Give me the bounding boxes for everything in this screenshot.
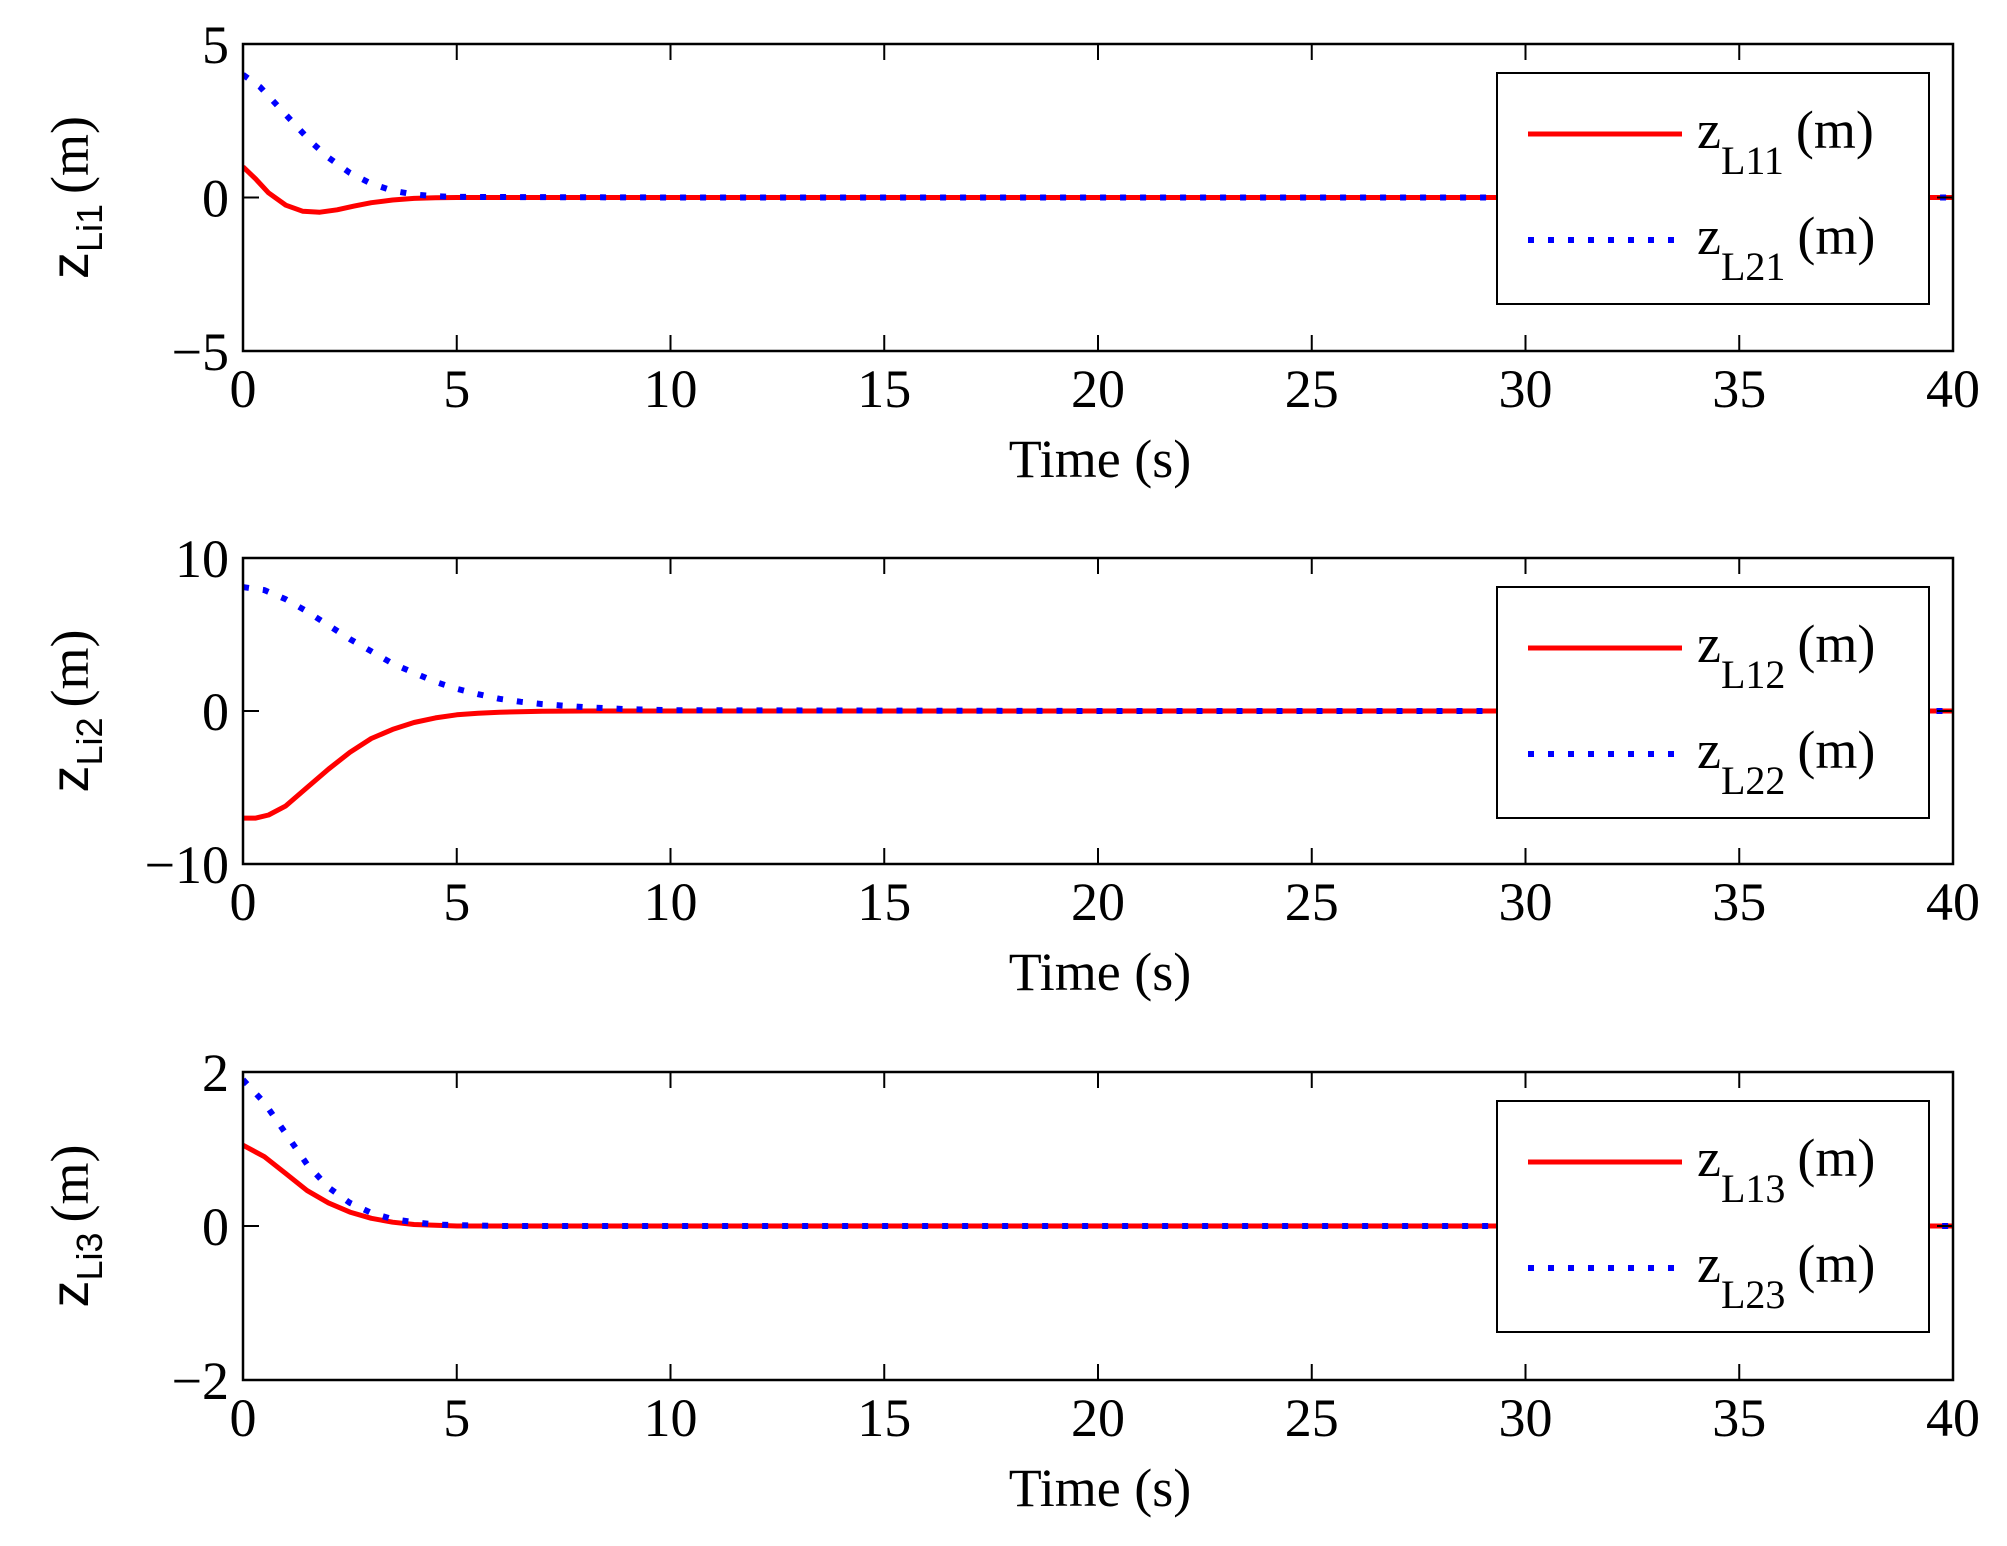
x-axis-title: Time (s) [1009, 429, 1192, 489]
y-axis-title-main: z [40, 1281, 100, 1308]
legend-label-sub: L22 [1721, 758, 1785, 803]
legend-label-sub: L12 [1721, 652, 1785, 697]
legend-label-unit: (m) [1797, 614, 1875, 674]
x-tick-label: 40 [1926, 872, 1980, 932]
legend-label-l21: zL21 (m) [1697, 206, 1875, 289]
x-tick-label: 15 [857, 1388, 911, 1448]
x-tick-label: 30 [1499, 872, 1553, 932]
series-line-l23 [243, 1077, 1953, 1229]
legend-label-main: z [1697, 100, 1721, 160]
y-tick-label: 0 [202, 169, 229, 229]
y-tick-label: 0 [202, 1197, 229, 1257]
series-line-l21 [243, 72, 1953, 201]
x-tick-label: 10 [644, 872, 698, 932]
x-tick-label: 35 [1712, 872, 1766, 932]
x-tick-label: 15 [857, 359, 911, 419]
legend-label-unit: (m) [1797, 720, 1875, 780]
x-tick-label: 25 [1285, 872, 1339, 932]
y-axis-title-main: z [40, 766, 100, 793]
y-tick-label: 10 [175, 529, 229, 589]
x-tick-label: 40 [1926, 1388, 1980, 1448]
x-tick-label: 20 [1071, 872, 1125, 932]
series-line-l12 [243, 708, 1953, 821]
legend-box [1496, 586, 1930, 819]
legend-label-l12: zL12 (m) [1697, 614, 1875, 697]
y-axis-title-unit: (m) [40, 116, 100, 194]
legend-label-l13: zL13 (m) [1697, 1128, 1875, 1211]
y-tick-label: −5 [172, 322, 229, 382]
y-axis-title: zLi3 (m) [40, 1144, 110, 1307]
y-axis-title-unit: (m) [40, 629, 100, 707]
x-tick-label: 25 [1285, 1388, 1339, 1448]
legend-label-unit: (m) [1797, 206, 1875, 266]
x-tick-label: 10 [644, 1388, 698, 1448]
legend-label-main: z [1697, 1234, 1721, 1294]
y-tick-label: −2 [172, 1351, 229, 1411]
series-line-l13 [243, 1142, 1953, 1229]
y-axis-title: zLi1 (m) [40, 116, 110, 279]
x-tick-label: 20 [1071, 1388, 1125, 1448]
legend-box [1496, 1100, 1930, 1333]
legend-label-sub: L21 [1721, 244, 1785, 289]
legend-label-l23: zL23 (m) [1697, 1234, 1875, 1317]
legend-box [1496, 72, 1930, 305]
y-axis-title: zLi2 (m) [40, 629, 110, 792]
legend-label-unit: (m) [1797, 1128, 1875, 1188]
legend-label-unit: (m) [1797, 1234, 1875, 1294]
legend-label-sub: L23 [1721, 1272, 1785, 1317]
x-tick-label: 0 [230, 872, 257, 932]
legend-label-l22: zL22 (m) [1697, 720, 1875, 803]
x-tick-label: 5 [443, 872, 470, 932]
y-axis-title-sub: Li1 [69, 204, 110, 252]
legend-label-sub: L13 [1721, 1166, 1785, 1211]
y-tick-label: −10 [145, 835, 229, 895]
y-tick-label: 2 [202, 1043, 229, 1103]
x-tick-label: 0 [230, 1388, 257, 1448]
series-line-l11 [243, 164, 1953, 215]
legend-label-main: z [1697, 614, 1721, 674]
legend-label-main: z [1697, 720, 1721, 780]
x-tick-label: 10 [644, 359, 698, 419]
legend: zL13(m)zL23(m) [1496, 1100, 1930, 1333]
legend-label-unit: (m) [1796, 100, 1874, 160]
x-tick-label: 35 [1712, 1388, 1766, 1448]
x-tick-label: 30 [1499, 1388, 1553, 1448]
y-axis-title-unit: (m) [40, 1144, 100, 1222]
x-tick-label: 40 [1926, 359, 1980, 419]
y-tick-label: 0 [202, 682, 229, 742]
legend-label-sub: L11 [1721, 138, 1784, 183]
x-tick-label: 0 [230, 359, 257, 419]
x-tick-label: 15 [857, 872, 911, 932]
x-tick-label: 20 [1071, 359, 1125, 419]
legend-label-l11: zL11 (m) [1697, 100, 1874, 183]
x-tick-label: 30 [1499, 359, 1553, 419]
x-tick-label: 35 [1712, 359, 1766, 419]
legend: zL11(m)zL21(m) [1496, 72, 1930, 305]
x-axis-title: Time (s) [1009, 1458, 1192, 1518]
y-axis-title-sub: Li2 [69, 717, 110, 765]
x-tick-label: 5 [443, 359, 470, 419]
legend-label-main: z [1697, 1128, 1721, 1188]
legend-label-main: z [1697, 206, 1721, 266]
y-axis-title-main: z [40, 252, 100, 279]
y-axis-title-sub: Li3 [69, 1232, 110, 1280]
legend: zL12(m)zL22(m) [1496, 586, 1930, 819]
x-tick-label: 25 [1285, 359, 1339, 419]
x-tick-label: 5 [443, 1388, 470, 1448]
x-axis-title: Time (s) [1009, 942, 1192, 1002]
y-tick-label: 5 [202, 15, 229, 75]
